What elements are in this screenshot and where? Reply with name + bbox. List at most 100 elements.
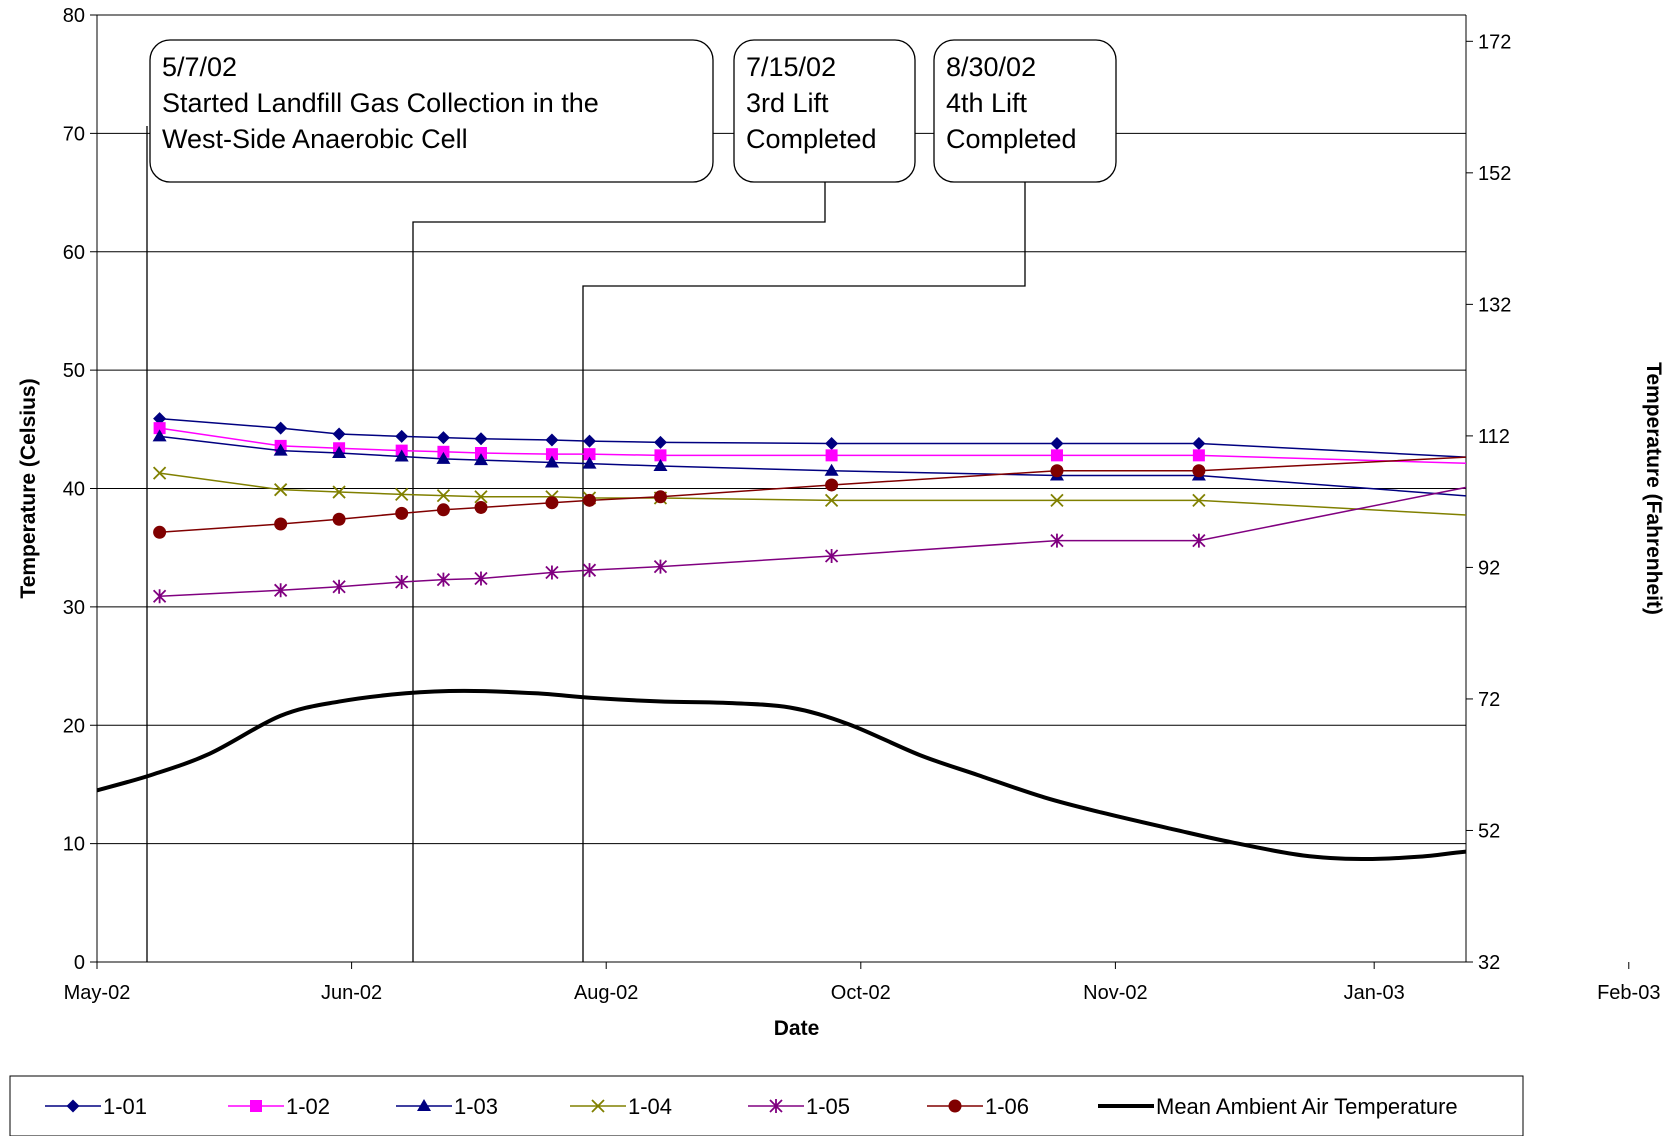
data-point xyxy=(1548,478,1560,492)
data-point xyxy=(395,487,409,502)
y-tick-label: 50 xyxy=(63,360,85,382)
data-point xyxy=(583,493,597,507)
data-point xyxy=(545,496,559,510)
y-tick-label: 60 xyxy=(63,242,85,264)
annotation-line: 5/7/02 xyxy=(162,52,237,82)
legend-label: 1-03 xyxy=(454,1094,498,1119)
data-point xyxy=(583,434,597,448)
annotation-line: Started Landfill Gas Collection in the xyxy=(162,88,599,118)
data-point xyxy=(1623,510,1635,522)
data-point xyxy=(332,427,346,441)
data-point xyxy=(1548,510,1560,522)
data-point xyxy=(1192,493,1206,507)
x-tick-label: Feb-03 xyxy=(1597,982,1660,1004)
legend-label: 1-02 xyxy=(286,1094,330,1119)
data-point xyxy=(1050,449,1063,462)
annotation-line: West-Side Anaerobic Cell xyxy=(162,124,468,154)
y2-tick-label: 52 xyxy=(1478,820,1500,842)
data-point xyxy=(66,1099,80,1113)
x-tick-label: Oct-02 xyxy=(831,982,891,1004)
annotation-leader xyxy=(412,182,826,962)
y2-tick-label: 172 xyxy=(1478,31,1511,53)
annotation-line: 3rd Lift xyxy=(746,88,829,118)
data-point xyxy=(1473,478,1485,492)
data-point xyxy=(1050,464,1064,478)
data-point xyxy=(274,583,288,598)
data-point xyxy=(591,1099,605,1113)
data-point xyxy=(436,451,451,464)
data-point xyxy=(1547,490,1561,502)
data-point xyxy=(1050,437,1064,451)
y-axis-title: Temperature (Celsius) xyxy=(17,378,40,598)
annotation-leader xyxy=(582,182,1026,962)
data-point xyxy=(1547,451,1560,464)
data-point xyxy=(1472,490,1486,502)
data-point xyxy=(1192,449,1205,462)
data-point xyxy=(653,435,667,449)
data-point xyxy=(395,575,409,590)
series-1-05 xyxy=(152,478,1635,604)
data-point xyxy=(545,565,559,580)
data-point xyxy=(825,449,838,462)
legend-label: 1-06 xyxy=(985,1094,1029,1119)
data-point xyxy=(153,525,167,539)
data-point xyxy=(395,429,409,443)
y-tick-label: 40 xyxy=(63,479,85,501)
legend-label: Mean Ambient Air Temperature xyxy=(1156,1094,1458,1119)
series-mean-ambient-air-temperature xyxy=(97,688,1466,862)
data-point xyxy=(1192,464,1206,478)
data-point xyxy=(582,456,597,469)
data-point xyxy=(332,485,346,499)
legend-label: 1-04 xyxy=(628,1094,672,1119)
data-point xyxy=(1623,478,1635,492)
annotation-line: 8/30/02 xyxy=(946,52,1036,82)
x-tick-label: Aug-02 xyxy=(574,982,639,1004)
data-point xyxy=(1622,490,1636,502)
data-point xyxy=(1623,458,1635,470)
data-point xyxy=(1472,451,1485,464)
annotation-line: 4th Lift xyxy=(946,88,1028,118)
data-point xyxy=(273,443,288,456)
y-tick-label: 70 xyxy=(63,123,85,145)
data-point xyxy=(1547,450,1560,463)
x-tick-label: May-02 xyxy=(64,982,131,1004)
y2-tick-label: 152 xyxy=(1478,163,1511,185)
x-tick-label: Nov-02 xyxy=(1083,982,1147,1004)
data-point xyxy=(544,455,559,468)
annotation-line: Completed xyxy=(946,124,1077,154)
data-point xyxy=(417,1099,431,1111)
legend-item: 1-05 xyxy=(748,1094,850,1119)
data-point xyxy=(825,478,839,492)
data-point xyxy=(436,572,451,587)
data-point xyxy=(545,433,559,447)
y-tick-label: 30 xyxy=(63,597,85,619)
series-line xyxy=(159,486,1466,597)
data-point xyxy=(394,449,409,462)
annotation-line: 7/15/02 xyxy=(746,52,836,82)
data-point xyxy=(582,563,597,578)
data-point xyxy=(545,448,558,461)
legend-item: 1-06 xyxy=(927,1094,1029,1119)
series-1-06 xyxy=(153,450,1635,539)
legend-item: 1-04 xyxy=(570,1094,672,1119)
data-point xyxy=(653,459,668,472)
y2-tick-label: 112 xyxy=(1478,426,1510,448)
data-point xyxy=(250,1100,262,1112)
data-point xyxy=(436,503,450,517)
data-point xyxy=(1622,450,1635,463)
y2-tick-label: 92 xyxy=(1478,557,1500,579)
data-point xyxy=(332,579,346,594)
data-point xyxy=(152,466,167,480)
data-point xyxy=(948,1099,962,1113)
data-point xyxy=(153,422,166,435)
y-tick-label: 80 xyxy=(63,5,85,27)
annotation-box xyxy=(149,39,714,183)
x-axis-title: Date xyxy=(774,1017,820,1040)
data-point xyxy=(395,506,409,520)
y2-tick-label: 32 xyxy=(1478,952,1500,974)
data-point xyxy=(474,446,487,459)
data-point xyxy=(1192,437,1206,451)
data-point xyxy=(437,445,450,458)
